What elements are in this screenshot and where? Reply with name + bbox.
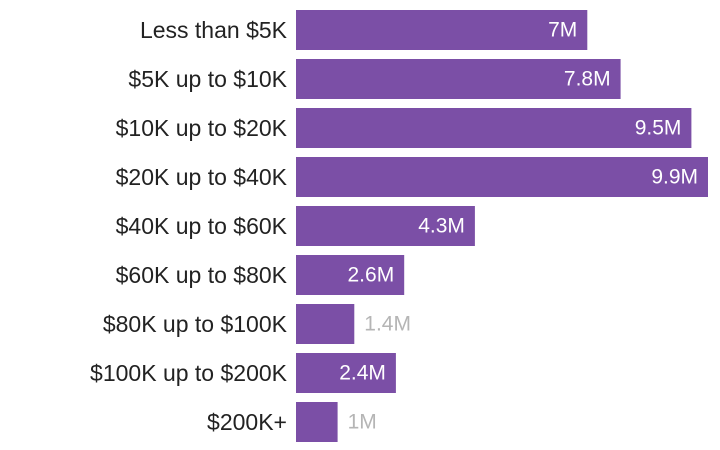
bar: [296, 255, 405, 295]
category-label: Less than $5K: [140, 17, 288, 43]
category-label: $10K up to $20K: [116, 115, 288, 141]
value-label: 2.6M: [348, 264, 395, 287]
category-label: $100K up to $200K: [90, 360, 288, 386]
bar: [296, 304, 355, 344]
value-label: 1M: [348, 411, 377, 434]
value-label: 9.9M: [651, 166, 698, 189]
bar: [296, 10, 588, 50]
bars: [296, 10, 708, 442]
category-label: $200K+: [207, 409, 287, 435]
bar: [296, 59, 621, 99]
category-labels: Less than $5K $5K up to $10K $10K up to $2…: [90, 17, 288, 435]
category-label: $40K up to $60K: [116, 213, 288, 239]
value-label: 4.3M: [418, 215, 465, 238]
category-label: $20K up to $40K: [116, 164, 288, 190]
bar: [296, 206, 475, 246]
category-label: $80K up to $100K: [103, 311, 288, 337]
value-labels: 7M 7.8M 9.5M 9.9M 4.3M 2.6M 1.4M 2.4M 1M: [339, 19, 698, 434]
category-label: $60K up to $80K: [116, 262, 288, 288]
category-label: $5K up to $10K: [128, 66, 287, 92]
bar: [296, 108, 692, 148]
bar: [296, 353, 396, 393]
value-label: 2.4M: [339, 362, 386, 385]
bar: [296, 402, 338, 442]
value-label: 1.4M: [364, 313, 411, 336]
value-label: 7.8M: [564, 68, 611, 91]
value-label: 7M: [548, 19, 577, 42]
value-label: 9.5M: [635, 117, 682, 140]
bar: [296, 157, 708, 197]
